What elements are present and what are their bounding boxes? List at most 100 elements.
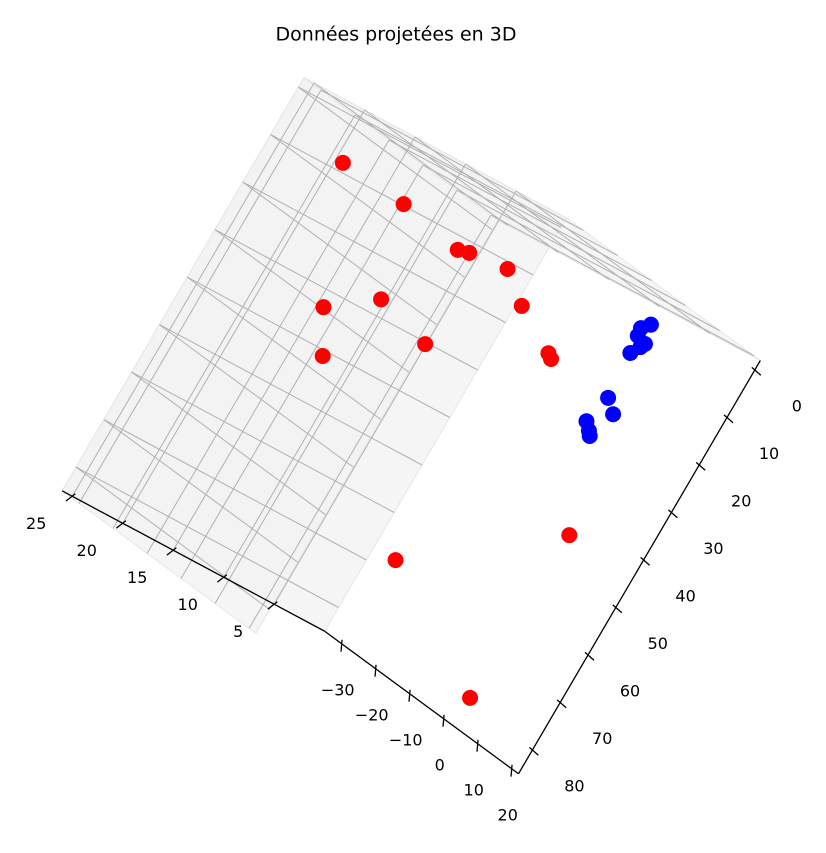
z-tick-label: −20 — [355, 705, 389, 724]
x-tick-label: 50 — [648, 634, 668, 653]
grid-line — [242, 181, 437, 326]
chart-title: Données projetées en 3D — [276, 24, 517, 46]
grid-line — [270, 134, 465, 278]
grid-line — [223, 163, 466, 578]
point — [462, 689, 479, 706]
grid-line — [214, 229, 410, 373]
y-tick-label: 25 — [26, 514, 46, 533]
point — [395, 196, 412, 213]
tick-mark — [584, 651, 595, 661]
tick-mark — [374, 664, 377, 677]
grid-line — [388, 139, 652, 281]
grid-line — [131, 371, 326, 516]
grid-line — [354, 114, 618, 256]
point — [600, 389, 617, 406]
point — [461, 244, 478, 261]
grid-line — [103, 419, 367, 561]
grid-line — [248, 214, 492, 629]
tick-mark — [216, 574, 228, 583]
grid-line — [159, 324, 354, 468]
z-axis — [324, 630, 519, 775]
x-axis — [517, 360, 761, 775]
grid-line — [273, 190, 517, 605]
grid-line — [313, 82, 509, 226]
grid-line — [242, 181, 506, 323]
x-tick-label: 20 — [731, 492, 751, 511]
x-tick-label: 40 — [675, 587, 695, 606]
grid-line — [320, 89, 584, 231]
tick-mark — [723, 414, 734, 424]
grid-line — [515, 190, 711, 334]
point — [315, 299, 332, 316]
grid-line — [146, 139, 390, 554]
grid-line — [186, 276, 382, 421]
tick-mark — [528, 746, 539, 756]
tick-mark — [166, 547, 177, 556]
tick-mark — [476, 739, 479, 752]
point — [581, 428, 598, 445]
grid-line — [214, 229, 478, 371]
point — [314, 348, 331, 365]
x-tick-label: 60 — [620, 682, 640, 701]
tick-mark — [695, 461, 706, 471]
z-tick-label: 20 — [498, 805, 518, 824]
z-tick-label: −10 — [389, 730, 423, 749]
grid-line — [172, 136, 416, 551]
x-tick-label: 0 — [792, 397, 802, 416]
tick-mark — [751, 366, 762, 376]
grid-line — [75, 466, 271, 611]
grid-line — [186, 276, 451, 418]
x-tick-label: 10 — [759, 444, 779, 463]
grid-line — [131, 371, 395, 513]
tick-mark — [667, 509, 678, 519]
tick-mark — [556, 699, 567, 709]
grid-line — [456, 189, 720, 331]
y-tick-label: 10 — [178, 595, 198, 614]
y-axis — [61, 490, 326, 632]
tick-mark — [612, 604, 623, 614]
grid-line — [122, 109, 365, 524]
grid-line — [465, 163, 660, 307]
point — [605, 406, 622, 423]
grid-line — [75, 466, 339, 608]
x-tick-label: 70 — [592, 729, 612, 748]
grid-line — [364, 109, 559, 253]
grid-line — [490, 214, 754, 356]
tick-mark — [408, 689, 411, 702]
point — [373, 291, 390, 308]
tick-mark — [442, 714, 445, 727]
tick-mark — [267, 601, 278, 610]
point — [387, 552, 404, 569]
y-tick-label: 20 — [77, 541, 97, 560]
tick-mark — [510, 764, 513, 777]
z-tick-label: 0 — [435, 755, 445, 774]
grid-line — [71, 82, 315, 497]
y-tick-label: 15 — [127, 568, 147, 587]
point — [622, 344, 639, 361]
grid-line — [112, 114, 356, 529]
z-tick-label: 10 — [464, 780, 484, 799]
y-tick-label: 5 — [233, 622, 243, 641]
grid-line — [298, 86, 493, 231]
grid-line — [78, 89, 322, 504]
point — [513, 297, 530, 314]
grid-line — [414, 136, 610, 280]
z-tick-label: −30 — [321, 680, 355, 699]
x-tick-label: 30 — [703, 539, 723, 558]
grid-line — [214, 189, 458, 604]
x-tick-label: 80 — [564, 777, 584, 796]
tick-mark — [340, 639, 343, 652]
point — [417, 336, 434, 353]
point — [543, 350, 560, 367]
tick-mark — [640, 556, 651, 566]
grid-line — [422, 164, 686, 306]
point — [499, 261, 516, 278]
point — [334, 154, 351, 171]
tick-mark — [65, 493, 76, 502]
grid-line — [159, 324, 423, 466]
grid-line — [180, 164, 424, 579]
point — [561, 527, 578, 544]
tick-mark — [115, 520, 127, 529]
grid-line — [103, 419, 298, 563]
